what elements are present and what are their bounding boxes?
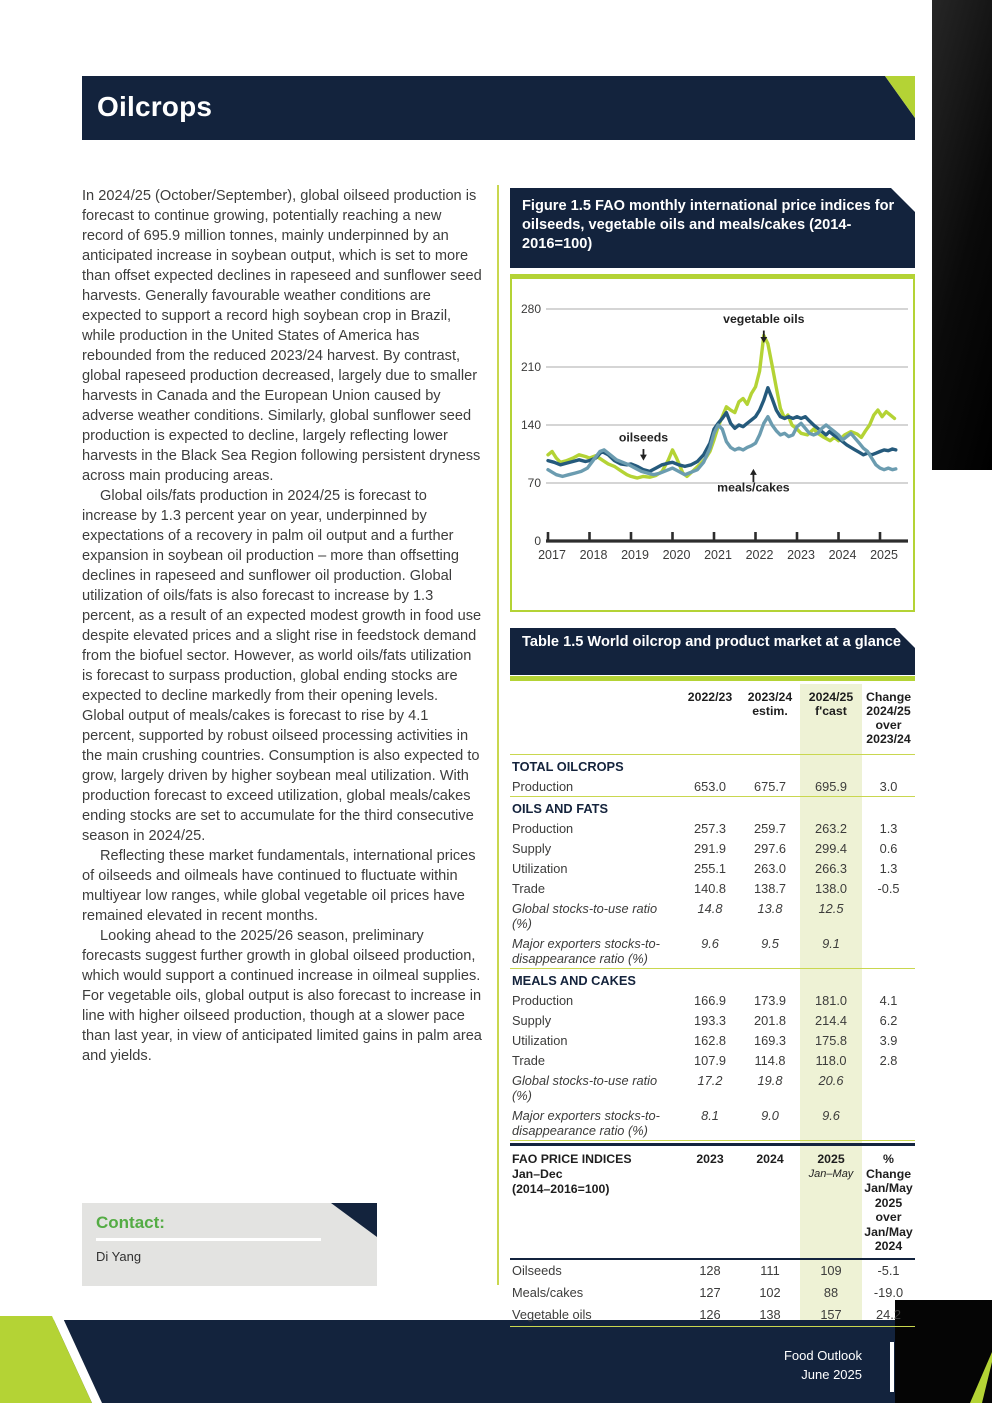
annotation-arrowhead (750, 468, 757, 475)
table-row: TOTAL OILCROPS (512, 759, 624, 774)
table-container: 2022/23 2023/24 estim. 2024/25 f'cast Change 2… (510, 684, 915, 1327)
y-tick-label: 280 (521, 302, 541, 316)
table-row: Production 257.3 259.7 263.2 1.3 (512, 820, 898, 836)
annotation-arrowhead (640, 454, 647, 461)
body-text-column: In 2024/25 (October/September), global o… (82, 186, 484, 1161)
annotation-arrowhead (760, 336, 768, 343)
table-title-bar: Table 1.5 World oilcrop and product mark… (510, 628, 915, 675)
decorative-black-band-bottom-right (895, 1300, 992, 1403)
table-row: Trade 140.8 138.7 138.0 -0.5 (512, 880, 900, 896)
annotation-label: oilseeds (619, 431, 668, 445)
figure-title: Figure 1.5 FAO monthly international pri… (522, 198, 895, 252)
footer-bar (0, 1320, 992, 1403)
price-indices-table: FAO PRICE INDICES Jan–Dec (2014–2016=100) 2… (510, 1143, 915, 1327)
y-tick-label: 0 (534, 534, 541, 548)
table-row: Utilization 162.8 169.3 175.8 3.9 (512, 1032, 898, 1048)
table-row: OILS AND FATS (512, 801, 608, 816)
table-row: Utilization 255.1 263.0 266.3 1.3 (512, 860, 898, 876)
x-tick-label: 2019 (621, 548, 649, 562)
table-row: MEALS AND CAKES (512, 973, 636, 988)
market-table: 2022/23 2023/24 estim. 2024/25 f'cast Change 2… (510, 684, 915, 1141)
series-vegetable-oils (546, 333, 897, 480)
contact-heading: Contact: (96, 1213, 165, 1232)
price-header-row: FAO PRICE INDICES Jan–Dec (2014–2016=100) 2… (510, 1144, 915, 1260)
x-tick-label: 2018 (580, 548, 608, 562)
footer-publication-title: Food Outlook (783, 1348, 862, 1363)
series-meals-cakes (546, 414, 898, 479)
table-row: Major exporters stocks-to-disappearance … (510, 1105, 915, 1141)
x-tick-label: 2025 (870, 548, 898, 562)
y-tick-label: 140 (521, 418, 541, 432)
footer-publication: Food Outlook June 2025 (700, 1346, 862, 1384)
footer-publication-date: June 2025 (801, 1367, 862, 1382)
table-row: 2022/23 2023/24 estim. 2024/25 f'cast Change 2… (510, 684, 915, 755)
body-paragraph: Reflecting these market fundamentals, in… (82, 848, 476, 924)
page-title: Oilcrops (97, 91, 213, 122)
body-paragraph: Global oils/fats production in 2024/25 i… (82, 488, 482, 844)
x-tick-label: 2023 (787, 548, 815, 562)
y-tick-label: 70 (528, 476, 542, 490)
x-tick-label: 2021 (704, 548, 732, 562)
x-tick-label: 2024 (829, 548, 857, 562)
table-row: Production 166.9 173.9 181.0 4.1 (512, 992, 898, 1008)
annotation-label: vegetable oils (723, 312, 804, 326)
contact-name: Di Yang (96, 1248, 142, 1264)
price-row: Oilseeds 128 111 109 -5.1 (512, 1263, 900, 1278)
x-tick-label: 2017 (538, 548, 566, 562)
table-row: Production 653.0 675.7 695.9 3.0 (510, 776, 915, 797)
price-row: Vegetable oils 126 138 157 24.2 (510, 1303, 915, 1327)
series-oilseeds (546, 385, 898, 474)
figure-title-bar: Figure 1.5 FAO monthly international pri… (510, 188, 915, 268)
table-row: Supply 193.3 201.8 214.4 6.2 (512, 1012, 898, 1028)
table-title: Table 1.5 World oilcrop and product mark… (522, 634, 901, 650)
price-chart: 0 70 140 210 280 2017 2018 2019 2020 2021 2022 2023… (521, 302, 908, 562)
x-tick-label: 2022 (746, 548, 774, 562)
decorative-black-band-top-right (932, 0, 992, 470)
contact-box: Contact: Di Yang (82, 1203, 377, 1286)
table-row: Major exporters stocks-to-disappearance … (510, 933, 915, 969)
table-row: Global stocks-to-use ratio (%) 14.8 13.8 12… (512, 900, 844, 931)
y-tick-label: 210 (521, 360, 541, 374)
contact-underline (96, 1238, 321, 1241)
annotation-label: meals/cakes (717, 480, 790, 494)
footer-white-tab (890, 1342, 894, 1392)
table-row: Supply 291.9 297.6 299.4 0.6 (512, 840, 898, 856)
body-paragraph: Looking ahead to the 2025/26 season, pre… (82, 928, 482, 1064)
column-divider-line (497, 185, 499, 1285)
table-accent-bar (510, 676, 915, 681)
x-tick-label: 2020 (663, 548, 691, 562)
figure-box: 0 70 140 210 280 2017 2018 2019 2020 2021 2022 2023… (510, 274, 915, 612)
chapter-header-bar: Oilcrops (82, 76, 915, 140)
table-row: Global stocks-to-use ratio (%) 17.2 19.8 20… (512, 1072, 844, 1103)
table-row: Trade 107.9 114.8 118.0 2.8 (512, 1052, 898, 1068)
body-paragraph: In 2024/25 (October/September), global o… (82, 188, 482, 484)
price-row: Meals/cakes 127 102 88 -19.0 (512, 1285, 904, 1300)
